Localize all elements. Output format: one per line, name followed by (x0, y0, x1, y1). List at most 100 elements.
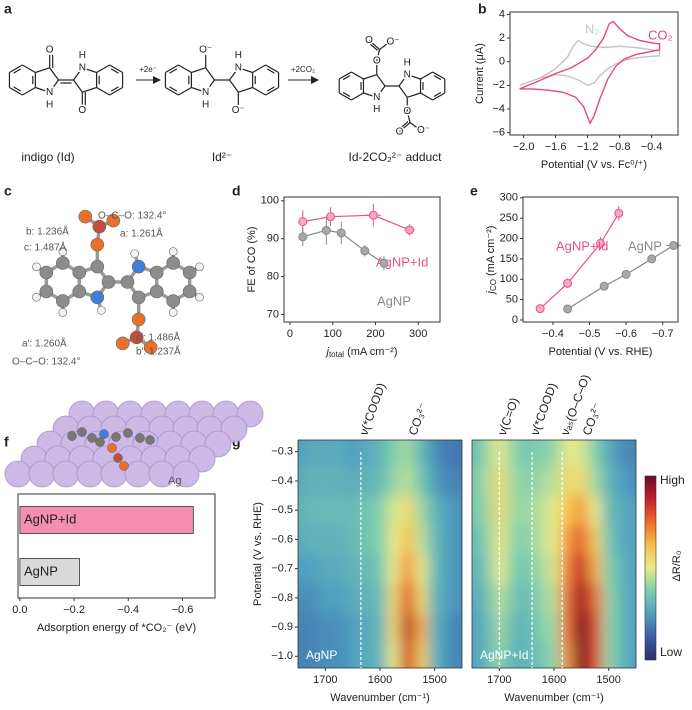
bond (338, 71, 352, 80)
bond (406, 111, 411, 123)
y-tick-label: 300 (500, 192, 518, 204)
heat-cell (427, 612, 442, 643)
heat-cell (400, 524, 415, 555)
heat-cell (560, 583, 575, 613)
bond (432, 92, 446, 101)
bond (35, 86, 50, 93)
heat-cell (574, 440, 589, 467)
heat-cell (455, 641, 462, 668)
bond (82, 86, 97, 93)
ag-atom (52, 460, 80, 488)
y-tick-label: 0 (499, 56, 505, 68)
atom-ball (182, 265, 197, 280)
x-tick-label: 0.0 (12, 604, 27, 616)
axis-unit: (mA cm⁻²) (485, 226, 497, 276)
ag-atom (28, 460, 56, 488)
y-tick-label: −0.7 (271, 563, 293, 575)
atom-ball (131, 259, 146, 274)
heat-cell (560, 554, 575, 584)
heat-cell (373, 612, 388, 643)
atom-ball (166, 294, 180, 308)
atom-label: H (202, 100, 209, 111)
heat-cell (400, 495, 415, 526)
bond (409, 122, 421, 131)
heat-cell (386, 524, 401, 555)
marker (621, 269, 631, 279)
heat-cell (472, 641, 480, 668)
atom-ball (182, 284, 197, 299)
atom-label: N (235, 63, 242, 74)
x-tick-label: −0.6 (615, 328, 637, 340)
heat-cell (588, 440, 603, 467)
heat-cell (472, 495, 480, 526)
x-tick-label: −2.0 (513, 141, 535, 153)
heat-cell (560, 641, 575, 668)
heat-cell (560, 466, 575, 497)
x-tick-label: −0.4 (117, 604, 139, 616)
atom-ball (39, 284, 54, 299)
heat-cell (345, 440, 360, 467)
plot-frame (17, 493, 216, 599)
x-tick-label: 1500 (596, 674, 620, 686)
y-tick-label: 0 (512, 314, 518, 326)
colorbar-title: ΔR/R₀ (671, 551, 683, 582)
x-tick-label: −0.8 (609, 141, 631, 153)
marker (379, 258, 389, 268)
heat-cell (414, 440, 429, 467)
x-tick-label: −0.4 (542, 328, 564, 340)
bond (379, 41, 391, 50)
x-tick-label: 300 (409, 328, 427, 340)
heat-cell (298, 466, 306, 497)
heat-cell (519, 612, 534, 643)
bond (397, 121, 409, 132)
atom-ball (168, 308, 178, 317)
molecule-atom (123, 428, 133, 438)
bond (420, 92, 433, 101)
trend-line (539, 212, 620, 310)
heat-cell (588, 554, 603, 584)
atom-label: O (403, 106, 411, 117)
heat-cell (478, 612, 493, 643)
atom-ball (115, 336, 130, 351)
marker (405, 225, 415, 235)
x-tick-label: −0.5 (579, 328, 601, 340)
atom-ball (90, 259, 105, 274)
heat-cell (373, 524, 388, 555)
heat-cell (478, 524, 493, 555)
atom-ball (129, 330, 144, 345)
caption: indigo (Id) (21, 150, 74, 164)
bond (178, 86, 192, 96)
axis-label: Adsorption energy of *CO₂⁻ (eV) (37, 622, 196, 634)
heat-cell (547, 554, 562, 584)
heat-cell (574, 554, 589, 584)
heat-cell (519, 440, 534, 467)
y-tick-label: 70 (267, 308, 279, 320)
heat-cell (588, 612, 603, 643)
heat-cell (373, 466, 388, 497)
atom-ball (58, 247, 68, 256)
lattice-label: Ag (168, 475, 181, 487)
heat-cell (455, 466, 462, 497)
cv-curve (519, 39, 661, 87)
atom-label: N (79, 63, 86, 74)
heat-cell (472, 554, 480, 584)
heat-cell (629, 466, 636, 497)
bond (433, 91, 442, 97)
heat-cell (332, 641, 347, 668)
bond (191, 86, 206, 93)
x-tick-label: −1.2 (577, 141, 599, 153)
heat-cell (441, 612, 456, 643)
heat-cell (472, 524, 480, 555)
bond (342, 75, 351, 81)
atom-label: O⁻ (387, 36, 400, 47)
atom-label: N (373, 92, 380, 103)
y-tick-label: −0.9 (271, 621, 293, 633)
heat-cell (547, 612, 562, 643)
molecule-atom (113, 453, 123, 463)
panel-label: f (4, 434, 9, 450)
heat-cell (601, 554, 616, 584)
heat-cell (533, 495, 548, 526)
heat-cell (345, 583, 360, 613)
heat-cell (629, 641, 636, 668)
y-tick-label: 200 (500, 232, 518, 244)
